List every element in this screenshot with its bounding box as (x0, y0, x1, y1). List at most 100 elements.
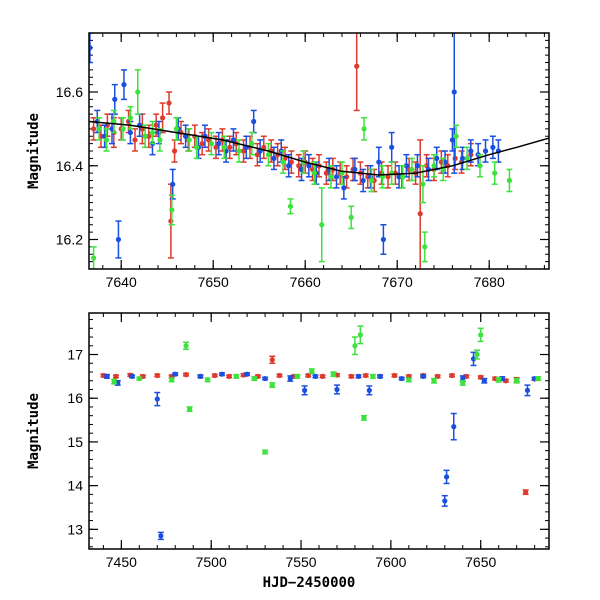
x-tick-label: 7500 (196, 554, 227, 570)
data-point (294, 373, 301, 379)
light-curve-zoom-panel: 7640 7650 7660 7670 7680 16.2 16.4 16.6 Magnitud… (26, 32, 550, 290)
data-point (305, 372, 312, 379)
data-point (398, 375, 405, 382)
data-point (235, 139, 242, 163)
data-point (408, 157, 415, 182)
data-point (351, 336, 358, 356)
data-point (248, 131, 255, 156)
data-point (351, 157, 358, 182)
data-point (348, 205, 355, 230)
data-point (470, 351, 477, 367)
data-point (448, 372, 455, 379)
data-point (262, 375, 269, 382)
data-point (327, 165, 334, 189)
data-point (357, 325, 364, 345)
data-point (115, 220, 122, 259)
data-point (355, 373, 362, 379)
y-tick-label: 13 (67, 521, 83, 537)
data-point (129, 373, 136, 379)
data-point (226, 135, 233, 160)
data-point (183, 341, 190, 351)
y-tick-label: 16.6 (56, 84, 83, 100)
data-point (420, 373, 427, 379)
data-point (204, 377, 211, 383)
x-tick-label: 7660 (290, 274, 321, 290)
data-point (269, 355, 276, 365)
data-point (134, 69, 141, 115)
y-tick-label: 16.2 (56, 232, 83, 248)
data-point (215, 131, 222, 156)
data-point (417, 139, 424, 269)
data-point (464, 146, 471, 171)
data-point (96, 117, 103, 141)
data-point (477, 153, 483, 178)
data-point (287, 375, 294, 382)
y-tick-label: 17 (67, 347, 83, 363)
data-point (226, 373, 233, 379)
data-point (495, 376, 502, 383)
data-point (467, 139, 474, 163)
x-tick-label: 7450 (106, 554, 137, 570)
data-point (111, 378, 118, 385)
x-tick-label: 7670 (382, 274, 413, 290)
y-tick-label: 14 (67, 478, 83, 494)
data-point (319, 373, 326, 379)
data-point (265, 142, 272, 167)
data-point (513, 377, 520, 384)
data-point (270, 146, 277, 171)
data-point (285, 153, 292, 178)
data-point (396, 165, 403, 189)
data-point (312, 373, 319, 379)
light-curve-full-panel: 7450 7500 7550 7600 7650 13 14 15 16 17 Magnitude H… (26, 312, 550, 591)
data-point (276, 372, 283, 379)
data-point (89, 33, 93, 64)
data-point (377, 373, 384, 379)
data-point (257, 139, 264, 163)
data-point (482, 139, 489, 163)
data-point (233, 373, 240, 379)
data-point (451, 33, 458, 174)
data-point (260, 135, 267, 160)
data-point (301, 385, 308, 396)
data-point (369, 373, 376, 379)
data-point (375, 146, 382, 178)
data-point (149, 120, 156, 145)
data-point (434, 373, 441, 379)
data-point (305, 153, 312, 178)
data-point (366, 385, 373, 396)
data-point (262, 449, 269, 455)
data-point (250, 109, 257, 134)
data-point (385, 165, 391, 189)
data-point (453, 124, 460, 149)
data-point (211, 372, 218, 379)
data-point (481, 377, 488, 384)
data-point (186, 128, 193, 152)
data-point (388, 131, 395, 163)
data-point (230, 128, 237, 152)
data-point (535, 375, 542, 382)
plot-frame (88, 312, 550, 550)
data-point (450, 412, 457, 441)
x-tick-label: 7550 (285, 554, 316, 570)
data-point (380, 224, 387, 255)
data-point (168, 194, 175, 226)
data-point (173, 117, 180, 141)
x-tick-label: 7650 (198, 274, 229, 290)
data-point (103, 373, 110, 379)
data-point (440, 157, 447, 182)
data-point (362, 372, 369, 379)
data-point (360, 414, 367, 421)
data-point (153, 113, 160, 137)
y-tick-label: 15 (67, 434, 83, 450)
data-point (251, 375, 258, 382)
y-tick-label: 16 (67, 390, 83, 406)
data-point (218, 371, 225, 377)
data-point (368, 168, 375, 193)
data-point (311, 161, 318, 185)
data-point (154, 372, 161, 379)
data-point (391, 372, 398, 379)
data-point (171, 139, 178, 163)
data-point (405, 377, 412, 383)
data-point (120, 117, 127, 141)
